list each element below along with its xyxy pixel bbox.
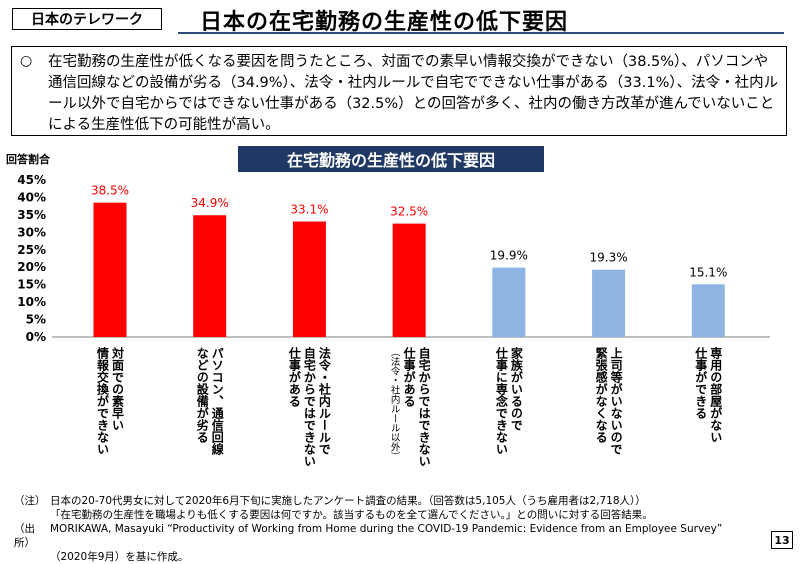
bar [592,269,626,337]
chart-title: 在宅勤務の生産性の低下要因 [238,146,544,172]
y-tick-label: 45% [17,173,46,187]
y-tick-label: 25% [17,243,46,257]
section-tag: 日本のテレワーク [12,8,162,30]
note-label: （注） [14,495,46,507]
x-tick-label: 仕事ができる [694,346,708,419]
y-tick-label: 15% [17,278,46,292]
summary-bullet: ○ [20,53,33,69]
source-line-1: MORIKAWA, Masayuki “Productivity of Work… [50,523,723,535]
bar [193,215,227,337]
source-label: （出所） [14,523,35,549]
note-line-1: 日本の20-70代男女に対して2020年6月下旬に実施したアンケート調査の結果。… [50,495,646,507]
bar-value-label: 34.9% [191,196,229,210]
summary-box: ○ 在宅勤務の生産性が低くなる要因を問うたところ、対面での素早い情報交換ができな… [11,46,787,136]
x-tick-label: 緊張感がなくなる [594,346,608,443]
bar [392,223,426,337]
x-tick-label: 専用の部屋がない [709,346,723,443]
x-tick-label: などの設備が劣る [195,347,209,443]
page-title: 日本の在宅勤務の生産性の低下要因 [200,10,569,35]
x-tick-label: パソコン、通信回線 [210,347,224,456]
bar-value-label: 19.9% [490,249,528,263]
source-line-2: （2020年9月）を基に作成。 [50,551,189,563]
bar-value-label: 15.1% [689,265,727,279]
y-axis-label: 回答割合 [6,152,51,166]
y-tick-label: 30% [17,225,46,239]
y-tick-label: 20% [17,260,46,274]
bar [691,284,725,337]
y-tick-label: 0% [26,330,46,344]
x-tick-label: 家族がいるので [509,346,523,431]
y-tick-label: 40% [17,190,46,204]
x-tick-label: 上司等がいないので [609,346,623,455]
y-tick-label: 35% [17,208,46,222]
x-tick-label: 自宅からではできない [302,346,316,467]
page-number: 13 [771,531,793,549]
bar [492,267,526,337]
x-tick-label: 自宅からではできない [417,346,431,467]
bar [292,221,326,337]
y-tick-label: 5% [26,313,46,327]
summary-text: 在宅勤務の生産性が低くなる要因を問うたところ、対面での素早い情報交換ができない（… [48,54,779,133]
x-tick-label: 仕事がある [402,346,416,407]
x-tick-label: 法令・社内ルールで [317,346,331,455]
note-line-2: 「在宅勤務の生産性を職場よりも低くする要因は何ですか。該当するものを全て選んでく… [50,509,653,521]
y-tick-label: 10% [17,295,46,309]
bar-value-label: 33.1% [290,203,328,217]
x-tick-label: 仕事に専念できない [494,346,508,455]
title-underline [178,32,784,34]
bar-value-label: 32.5% [390,205,428,219]
bar-value-label: 19.3% [590,251,628,265]
bar [93,202,127,337]
footnotes: （注） 日本の20-70代男女に対して2020年6月下旬に実施したアンケート調査… [14,494,754,564]
x-tick-label: 仕事がある [287,346,301,407]
x-tick-note: （法令・社内ルール以外） [389,347,401,461]
bar-value-label: 38.5% [91,184,129,198]
x-tick-label: 情報交換ができない [96,346,110,455]
x-tick-label: 対面での素早い [111,346,125,431]
